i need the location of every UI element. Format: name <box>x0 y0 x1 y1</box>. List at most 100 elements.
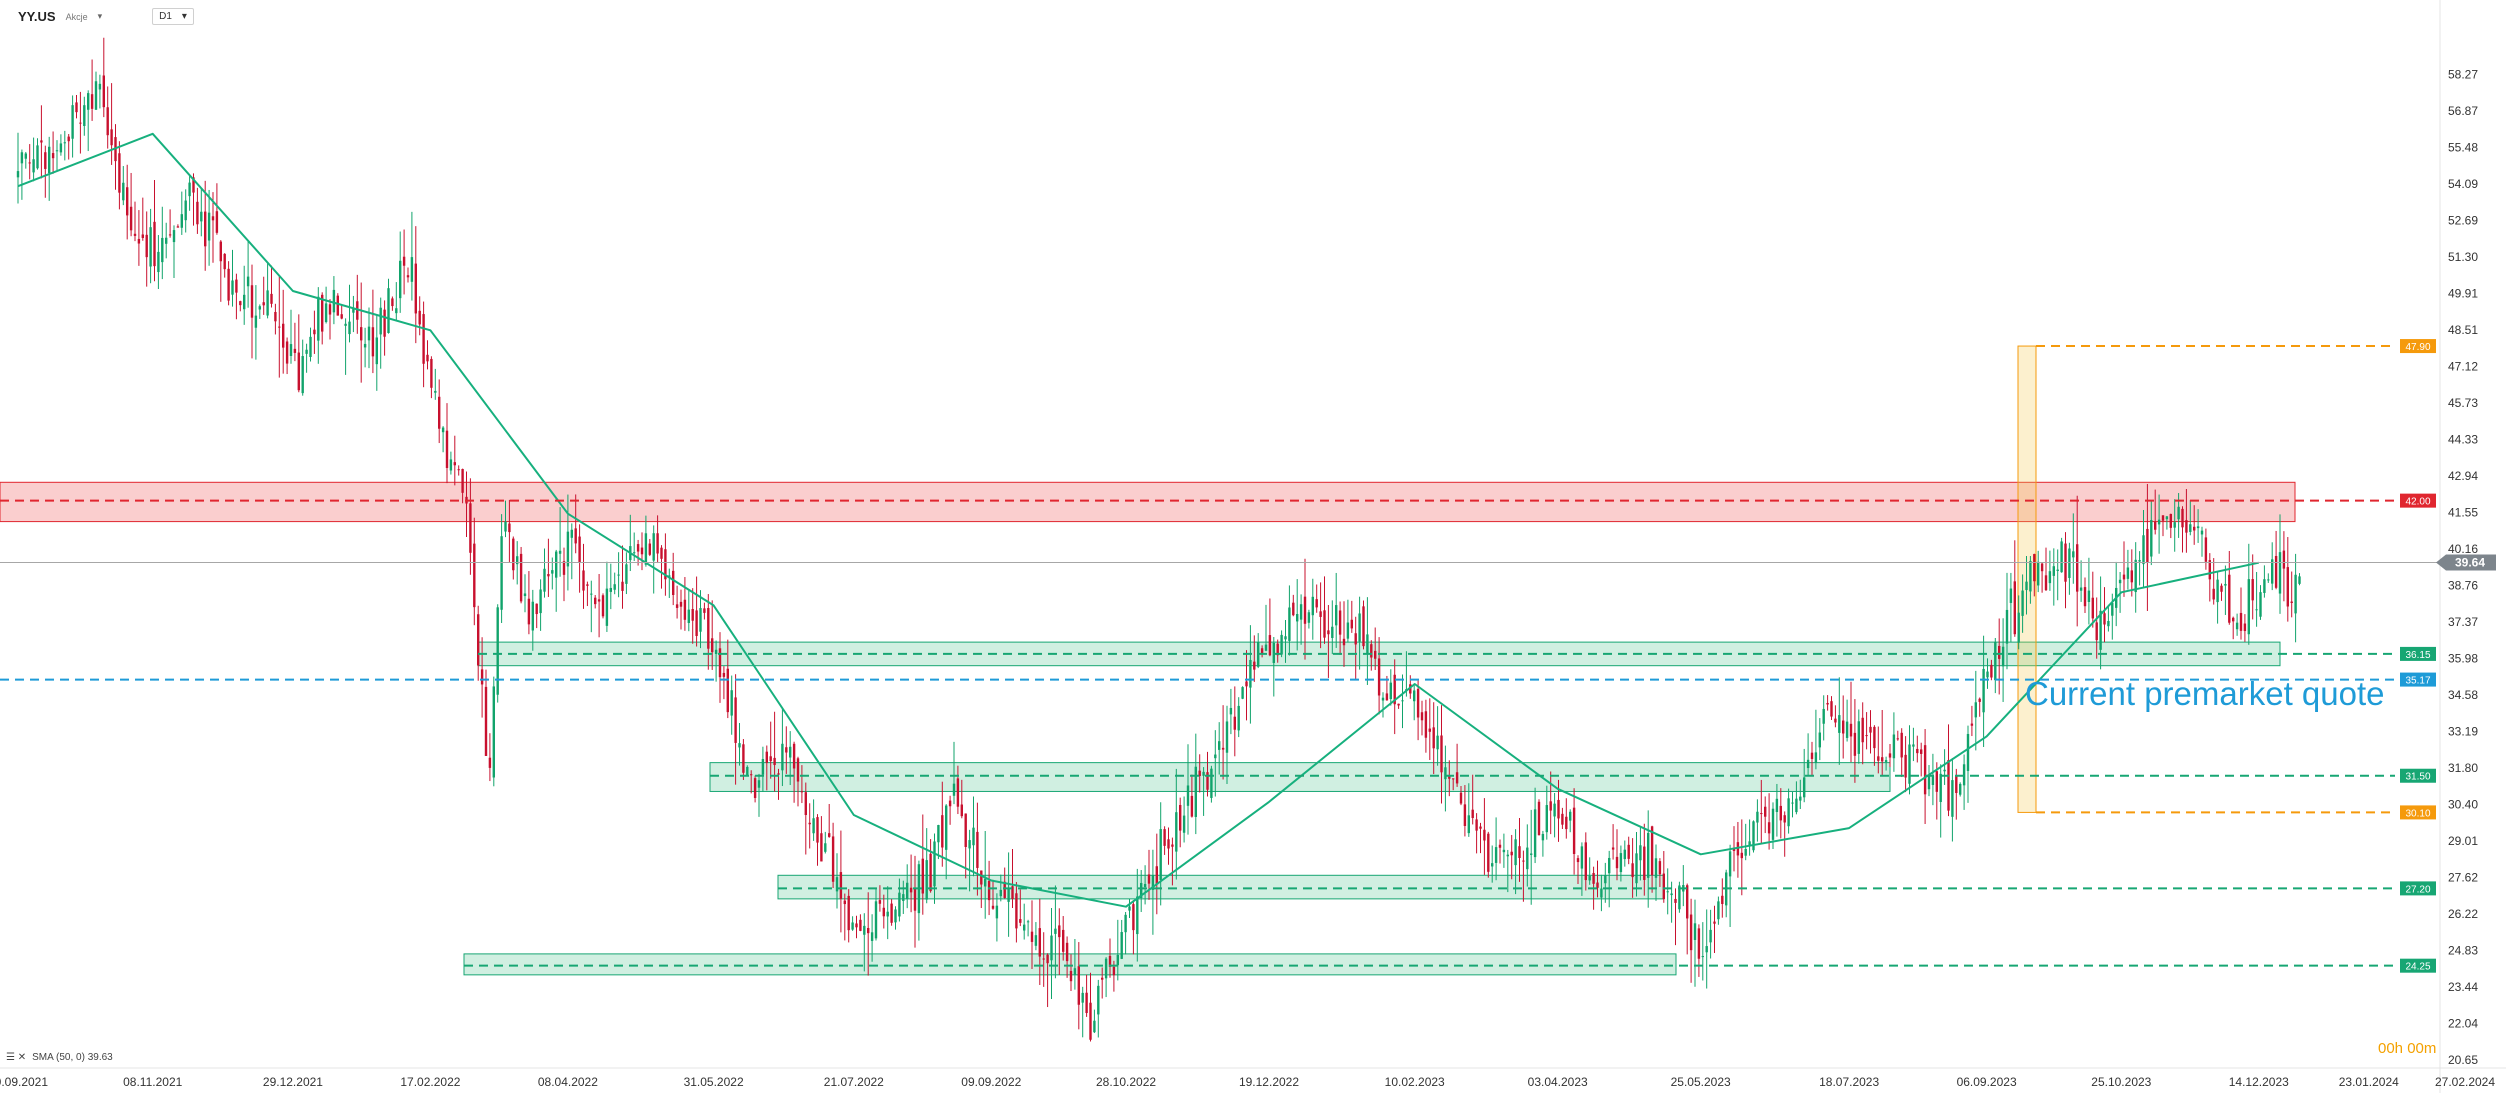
symbol-label[interactable]: YY.US <box>18 9 56 24</box>
candle-body <box>324 303 328 323</box>
candle-body <box>847 895 850 931</box>
candle-body <box>1608 857 1611 874</box>
candle-body <box>1463 804 1467 826</box>
candle-body <box>348 321 351 335</box>
candle-body <box>2271 559 2274 584</box>
candle-body <box>1639 845 1642 861</box>
candle-body <box>153 221 156 267</box>
timeframe-select[interactable]: D1 ▾ <box>152 8 194 25</box>
x-tick-label: 21.07.2022 <box>824 1075 884 1089</box>
candle-body <box>633 552 636 554</box>
candle-body <box>597 599 601 602</box>
candle-body <box>824 843 827 852</box>
candle-body <box>769 756 772 762</box>
candle-body <box>2079 587 2083 591</box>
candle-body <box>1494 847 1498 863</box>
candle-body <box>1799 796 1802 801</box>
candle-body <box>352 308 355 313</box>
candle-body <box>558 550 562 554</box>
symbol-dropdown-icon[interactable]: ▾ <box>97 11 103 21</box>
level-tag <box>2400 493 2436 508</box>
candle-body <box>473 543 476 608</box>
candle-body <box>1015 893 1018 929</box>
candle-body <box>870 932 874 941</box>
candle-body <box>188 182 191 197</box>
candle-body <box>1658 861 1662 875</box>
candle-body <box>1253 661 1256 670</box>
candle-body <box>672 570 675 596</box>
candle-body <box>1065 942 1069 962</box>
candle-body <box>1483 829 1486 841</box>
candle-body <box>789 746 792 758</box>
candle-body <box>161 237 164 263</box>
y-tick-label: 29.01 <box>2448 834 2478 848</box>
candle-body <box>1420 712 1424 721</box>
candle-body <box>2224 583 2227 586</box>
candle-body <box>1140 882 1143 898</box>
candle-body <box>2146 528 2149 563</box>
candle-body <box>878 900 882 904</box>
chevron-down-icon: ▾ <box>181 11 187 22</box>
candle-body <box>1896 738 1899 740</box>
candle-body <box>902 894 905 901</box>
candle-body <box>1557 799 1560 819</box>
indicator-legend[interactable]: ☰ ✕ SMA (50, 0) 39.63 <box>6 1052 113 1063</box>
candle-body <box>133 233 137 236</box>
y-tick-label: 55.48 <box>2448 140 2478 154</box>
candle-body <box>874 901 878 939</box>
candle-body <box>625 564 628 584</box>
candle-body <box>340 314 343 319</box>
candle-body <box>321 294 324 332</box>
candle-body <box>1748 841 1751 846</box>
candle-body <box>122 182 125 201</box>
y-tick-label: 22.04 <box>2448 1017 2478 1031</box>
candle-body <box>363 343 367 348</box>
candle-body <box>1342 638 1346 646</box>
candle-body <box>1108 955 1112 967</box>
candle-body <box>1834 718 1837 723</box>
candle-body <box>578 536 581 563</box>
candle-body <box>574 528 577 544</box>
premarket-annotation: Current premarket quote <box>2025 675 2385 712</box>
candle-body <box>157 251 160 273</box>
candle-body <box>2033 554 2036 582</box>
candle-body <box>2134 559 2137 593</box>
candle-body <box>1194 766 1197 817</box>
candle-body <box>613 584 616 590</box>
candle-body <box>999 889 1002 897</box>
candle-body <box>1689 914 1693 951</box>
candle-body <box>219 241 222 262</box>
x-tick-label: 31.05.2022 <box>684 1075 744 1089</box>
candle-body <box>777 773 780 775</box>
candle-body <box>1619 853 1623 873</box>
candle-body <box>438 396 441 429</box>
candle-body <box>2263 579 2266 593</box>
candle-body <box>2247 579 2250 635</box>
candle-body <box>1767 822 1771 834</box>
candle-body <box>168 234 172 236</box>
candle-body <box>531 601 534 631</box>
candle-body <box>652 533 655 561</box>
indicator-menu-icon[interactable]: ☰ ✕ <box>6 1052 27 1063</box>
candle-body <box>1982 668 1985 713</box>
candle-body <box>601 595 605 617</box>
candle-body <box>2001 646 2005 667</box>
candle-body <box>2111 602 2114 616</box>
y-tick-label: 37.37 <box>2448 615 2478 629</box>
candle-body <box>1362 606 1365 647</box>
candle-body <box>1366 634 1369 655</box>
candle-body <box>535 603 538 615</box>
candle-body <box>2068 548 2071 578</box>
candle-body <box>1853 732 1857 756</box>
candle-body <box>1990 664 1993 678</box>
candle-body <box>24 153 27 159</box>
candle-body <box>1654 858 1658 878</box>
candle-body <box>317 296 320 341</box>
candle-body <box>2083 587 2087 607</box>
candle-body <box>1920 749 1923 754</box>
candle-body <box>2290 601 2293 603</box>
candle-body <box>1830 701 1833 717</box>
candle-body <box>67 136 70 142</box>
candle-body <box>843 900 846 905</box>
